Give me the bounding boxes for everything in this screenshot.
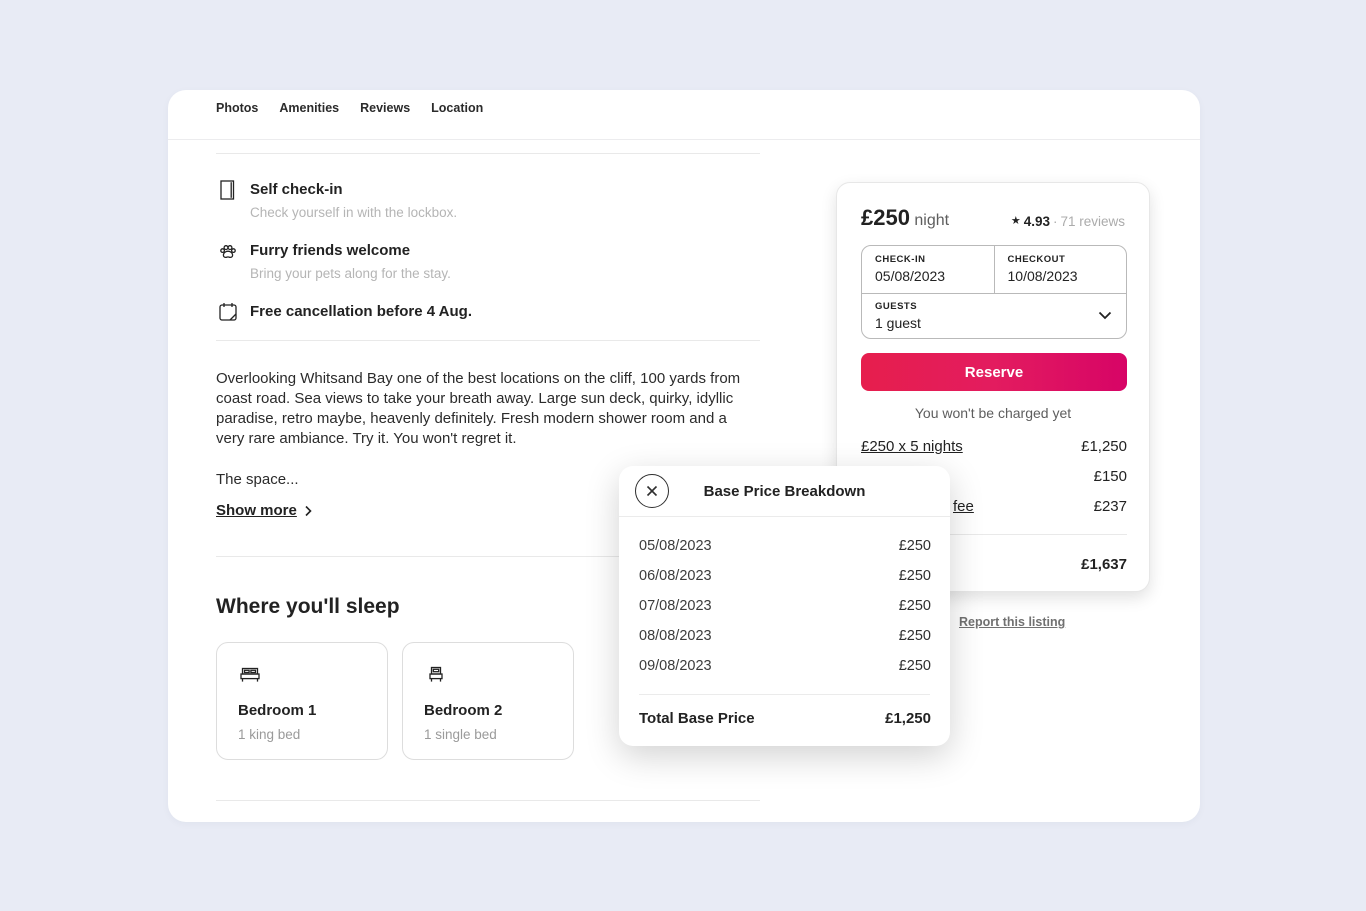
- total-divider: [861, 534, 1127, 535]
- guests-label: GUESTS: [875, 301, 918, 312]
- show-more-label: Show more: [216, 502, 297, 519]
- modal-total-row: Total Base Price £1,250: [639, 710, 931, 727]
- single-bed-icon: [424, 663, 552, 687]
- nav-item-location[interactable]: Location: [431, 101, 484, 115]
- calendar-icon: [216, 300, 240, 324]
- paw-icon: [216, 239, 240, 263]
- booking-total-row: £1,637: [861, 556, 1127, 573]
- price-row: 06/08/2023 £250: [639, 561, 931, 591]
- reviews-count-link[interactable]: 71 reviews: [1060, 214, 1125, 229]
- show-more-link[interactable]: Show more: [216, 502, 313, 519]
- door-icon: [216, 178, 240, 202]
- checkin-value: 05/08/2023: [875, 268, 946, 284]
- service-fee-amount: £237: [1093, 497, 1127, 515]
- bedroom-bed-type: 1 single bed: [424, 727, 497, 742]
- price-row: 08/08/2023 £250: [639, 621, 931, 651]
- price-row-date: 06/08/2023: [639, 568, 712, 584]
- modal-divider: [639, 694, 930, 695]
- price-row-amount: £250: [898, 538, 931, 554]
- reserve-button[interactable]: Reserve: [861, 353, 1127, 391]
- price-row: 07/08/2023 £250: [639, 591, 931, 621]
- sleep-section-title: Where you'll sleep: [216, 595, 400, 618]
- price-row-amount: £250: [898, 598, 931, 614]
- close-icon[interactable]: [635, 474, 669, 508]
- no-charge-note: You won't be charged yet: [914, 405, 1072, 421]
- price-row-amount: £250: [898, 628, 931, 644]
- checkin-field[interactable]: CHECK-IN 05/08/2023: [862, 246, 995, 293]
- checkout-label: CHECKOUT: [1007, 254, 1066, 265]
- bedroom-card-2: Bedroom 2 1 single bed: [402, 642, 574, 760]
- service-fee-link[interactable]: fee: [953, 497, 974, 515]
- price-row-date: 05/08/2023: [639, 538, 712, 554]
- chevron-right-icon: [303, 505, 313, 517]
- the-space-teaser: The space...: [216, 471, 299, 488]
- report-listing-link[interactable]: Report this listing: [959, 615, 1066, 629]
- bedroom-name: Bedroom 1: [238, 702, 317, 719]
- checkout-value: 10/08/2023: [1007, 268, 1078, 284]
- modal-total-label: Total Base Price: [639, 710, 755, 727]
- highlight-subtitle: Check yourself in with the lockbox.: [250, 205, 458, 220]
- price-row-date: 08/08/2023: [639, 628, 712, 644]
- price-row-amount: £250: [898, 568, 931, 584]
- checkout-field[interactable]: CHECKOUT 10/08/2023: [995, 246, 1127, 293]
- highlight-cancellation: Free cancellation before 4 Aug.: [216, 300, 760, 324]
- price-row-date: 09/08/2023: [639, 658, 712, 674]
- nav-item-photos[interactable]: Photos: [216, 101, 259, 115]
- star-icon: ★: [1010, 215, 1021, 227]
- rating-value: 4.93: [1023, 214, 1050, 229]
- section-divider: [216, 153, 760, 154]
- price-row-amount: £250: [898, 658, 931, 674]
- price-row: 05/08/2023 £250: [639, 531, 931, 561]
- modal-header: Base Price Breakdown: [619, 466, 950, 517]
- nightly-price: £250: [861, 205, 910, 230]
- bedroom-card-1: Bedroom 1 1 king bed: [216, 642, 388, 760]
- modal-body: 05/08/2023 £250 06/08/2023 £250 07/08/20…: [619, 517, 950, 727]
- modal-total-amount: £1,250: [885, 710, 931, 727]
- cost-row-cleaning: £150: [861, 461, 1127, 491]
- bedroom-bed-type: 1 king bed: [238, 727, 301, 742]
- price-per-night: £250 night: [861, 205, 949, 231]
- checkin-label: CHECK-IN: [875, 254, 926, 265]
- price-row-date: 07/08/2023: [639, 598, 712, 614]
- price-row: 09/08/2023 £250: [639, 651, 931, 681]
- highlight-self-checkin: Self check-in Check yourself in with the…: [216, 178, 760, 220]
- booking-total-amount: £1,637: [1081, 556, 1127, 573]
- highlight-pets: Furry friends welcome Bring your pets al…: [216, 239, 760, 281]
- highlight-title: Free cancellation before 4 Aug.: [250, 303, 473, 320]
- section-divider: [216, 340, 760, 341]
- dot-separator: ·: [1052, 214, 1058, 229]
- highlight-title: Self check-in: [250, 181, 343, 198]
- guests-field[interactable]: GUESTS 1 guest: [862, 294, 1126, 339]
- double-bed-icon: [238, 663, 366, 687]
- section-divider: [216, 800, 760, 801]
- date-guest-picker: CHECK-IN 05/08/2023 CHECKOUT 10/08/2023 …: [861, 245, 1127, 339]
- price-unit: night: [914, 212, 950, 229]
- base-price-breakdown-modal: Base Price Breakdown 05/08/2023 £250 06/…: [619, 466, 950, 746]
- highlight-title: Furry friends welcome: [250, 242, 411, 259]
- guests-value: 1 guest: [875, 315, 921, 331]
- cost-row-nights: £250 x 5 nights £1,250: [861, 431, 1127, 461]
- chevron-down-icon: [1098, 311, 1112, 320]
- section-divider: [216, 556, 760, 557]
- cost-row-service-fee: fee £237: [861, 491, 1127, 521]
- listing-description: Overlooking Whitsand Bay one of the best…: [216, 370, 741, 447]
- nav-item-reviews[interactable]: Reviews: [360, 101, 411, 115]
- nights-cost-link[interactable]: £250 x 5 nights: [861, 437, 963, 455]
- listing-highlights: Self check-in Check yourself in with the…: [216, 178, 760, 343]
- highlight-subtitle: Bring your pets along for the stay.: [250, 266, 451, 281]
- rating-summary: ★ 4.93 · 71 reviews: [1011, 214, 1125, 229]
- nav-item-amenities[interactable]: Amenities: [279, 101, 340, 115]
- bedroom-name: Bedroom 2: [424, 702, 503, 719]
- cost-breakdown: £250 x 5 nights £1,250 £150 fee £237: [861, 431, 1127, 521]
- anchor-nav: Photos Amenities Reviews Location: [168, 90, 1200, 140]
- cleaning-fee-amount: £150: [1093, 467, 1127, 485]
- modal-title: Base Price Breakdown: [703, 482, 866, 500]
- nights-cost-amount: £1,250: [1081, 437, 1127, 455]
